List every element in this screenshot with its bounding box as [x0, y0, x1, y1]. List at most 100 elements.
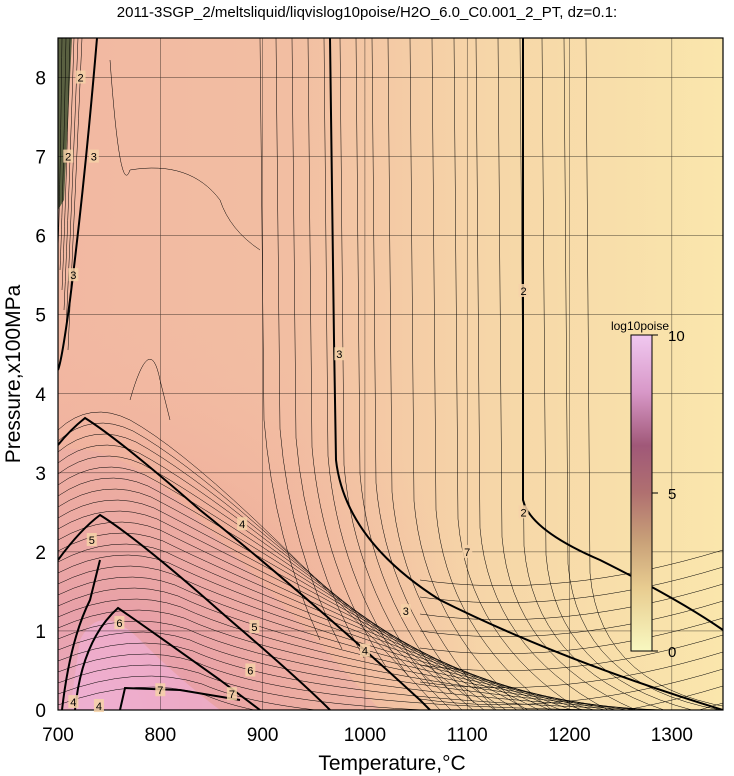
- contour-line: [58, 609, 639, 710]
- contour-line: [419, 566, 723, 603]
- contour-line: [58, 598, 628, 710]
- contour-line: [58, 510, 540, 710]
- contour-label: 4: [96, 701, 102, 713]
- contour-label: 5: [89, 535, 95, 547]
- contour-label-bg: [237, 517, 248, 531]
- contour-label-bg: [155, 683, 166, 697]
- contour-line: [58, 565, 595, 710]
- contour-line: [58, 675, 704, 710]
- y-axis-label: Pressure,x100MPa: [2, 284, 25, 463]
- contour-line: [419, 668, 723, 705]
- grid-lines: [57, 38, 723, 711]
- x-tick-label: 1000: [344, 725, 386, 746]
- contour-line: [58, 422, 452, 710]
- contour-line: [58, 653, 682, 710]
- contour-line: [307, 38, 387, 668]
- contour-label-bg: [63, 149, 74, 163]
- contour-label-bg: [400, 604, 411, 618]
- contour-line: [419, 634, 723, 671]
- contour-line: [453, 38, 581, 710]
- x-axis-ticks: 700 800 900 1000 1100 1200 1300: [42, 725, 693, 746]
- contour-line: [58, 433, 463, 710]
- contour-label-bg: [86, 533, 97, 547]
- contour-line: [339, 38, 431, 686]
- contour-label-bg: [75, 70, 86, 84]
- contour-line: [522, 38, 723, 631]
- colorbar-tick-label: 10: [668, 328, 685, 345]
- contour-label-bg: [245, 663, 256, 677]
- contour-label-bg: [68, 268, 79, 282]
- contour-label-bg: [359, 643, 370, 657]
- contour-label: 7: [157, 685, 163, 697]
- colorbar-label: log10poise: [611, 319, 669, 333]
- contour-line: [58, 411, 441, 710]
- x-tick-label: 1300: [651, 725, 693, 746]
- contour-line: [58, 499, 529, 710]
- contour-line: [58, 664, 693, 710]
- colorbar-tick-label: 0: [668, 644, 676, 661]
- contour-line: [419, 617, 723, 654]
- y-tick-label: 5: [35, 306, 46, 327]
- y-tick-label: 2: [35, 543, 46, 564]
- y-tick-label: 8: [35, 69, 46, 90]
- contour-line: [563, 38, 721, 710]
- contour-label: 6: [116, 618, 122, 630]
- contour-line: [58, 543, 573, 710]
- contour-line: [419, 549, 723, 586]
- contour-label-bg: [518, 283, 529, 297]
- x-tick-label: 900: [247, 725, 279, 746]
- contour-line: [58, 532, 562, 710]
- contour-line: [58, 631, 661, 710]
- contour-line: [419, 600, 723, 637]
- y-tick-label: 7: [35, 148, 46, 169]
- contour-line: [58, 513, 331, 710]
- contour-label: 2: [65, 152, 71, 164]
- y-tick-label: 1: [35, 622, 46, 643]
- contour-line: [323, 38, 409, 677]
- contour-label-bg: [68, 695, 79, 709]
- contour-line: [329, 38, 723, 710]
- contour-line: [119, 686, 241, 710]
- y-tick-label: 4: [35, 385, 46, 406]
- contour-line: [58, 38, 98, 371]
- x-axis-label: Temperature,°C: [318, 752, 465, 775]
- contour-line: [58, 587, 617, 710]
- contour-label-bg: [93, 699, 104, 713]
- contour-label: 3: [70, 270, 76, 282]
- contour-line: [519, 38, 665, 710]
- x-tick-label: 800: [144, 725, 176, 746]
- contour-line: [475, 38, 609, 710]
- contour-line: [623, 685, 723, 710]
- contour-label: 2: [520, 286, 526, 298]
- contour-line: [371, 38, 475, 704]
- y-axis-ticks: 0 1 2 3 4 5 6 7 8: [35, 69, 46, 722]
- contour-label: 7: [229, 689, 235, 701]
- contour-line: [61, 559, 101, 710]
- contour-label-bg: [518, 505, 529, 519]
- contour-line: [497, 38, 637, 710]
- contour-label: 2: [77, 73, 83, 85]
- contour-label: 3: [91, 152, 97, 164]
- x-tick-label: 1100: [447, 725, 488, 746]
- contour-line: [58, 576, 606, 710]
- colorbar-gradient: [630, 334, 653, 652]
- contour-line: [585, 38, 723, 707]
- contour-line: [409, 38, 525, 710]
- contour-line: [109, 59, 261, 251]
- y-tick-label: 0: [35, 701, 46, 722]
- contour-label-bg: [114, 616, 125, 630]
- x-tick-label: 700: [42, 725, 74, 746]
- x-tick-label: 1200: [548, 725, 590, 746]
- contour-label: 3: [336, 349, 342, 361]
- contour-label: 4: [70, 697, 76, 709]
- colorbar: log10poise 0 5 10: [611, 319, 685, 661]
- contour-line: [59, 38, 67, 271]
- contour-label: 3: [403, 606, 409, 618]
- plot-frame: [57, 37, 724, 711]
- chart-title: 2011-3SGP_2/meltsliquid/liqvislog10poise…: [117, 4, 617, 21]
- contour-label: 7: [464, 547, 470, 559]
- contour-line: [63, 38, 75, 311]
- contour-label: 2: [520, 507, 526, 519]
